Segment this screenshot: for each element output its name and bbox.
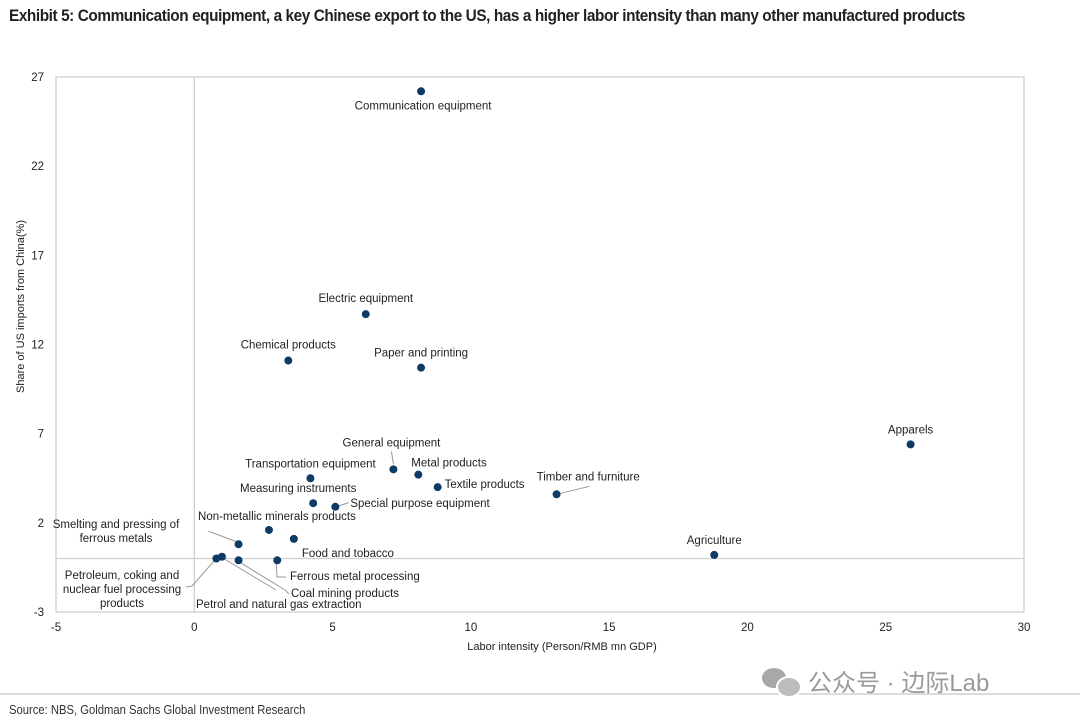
data-point-label: Coal mining products: [291, 588, 399, 600]
data-point: [289, 534, 298, 543]
data-point: [309, 499, 318, 508]
source-note: Source: NBS, Goldman Sachs Global Invest…: [9, 703, 306, 717]
wechat-icon: [762, 666, 802, 698]
data-point: [417, 87, 426, 96]
data-point: [414, 470, 423, 479]
label-leader-line: [185, 559, 216, 588]
data-point-label: Timber and furniture: [537, 471, 640, 483]
label-leader-line: [208, 530, 236, 542]
data-point-label: Non-metallic minerals products: [198, 511, 356, 523]
x-tick-label: 0: [191, 622, 197, 634]
data-point-label: Chemical products: [241, 340, 336, 352]
footer-divider: [0, 693, 1080, 695]
data-point-label: Smelting and pressing of ferrous metals: [53, 519, 180, 545]
y-tick-label: 27: [31, 72, 44, 84]
data-point-label: Paper and printing: [374, 348, 468, 360]
plot-frame: [55, 76, 1025, 613]
y-axis-label: Share of US imports from China(%): [15, 220, 27, 393]
chart-title: Exhibit 5: Communication equipment, a ke…: [9, 7, 966, 25]
data-point-label: Petroleum, coking and nuclear fuel proces…: [63, 570, 181, 610]
label-leader-line: [235, 559, 290, 595]
watermark-text: 公众号 · 边际Lab: [808, 670, 990, 697]
y-tick-label: -3: [34, 607, 44, 619]
label-leader-line: [339, 502, 349, 507]
data-point: [906, 440, 915, 449]
data-point-label: General equipment: [343, 437, 442, 449]
y-tick-label: 12: [31, 340, 44, 352]
data-point-label: Communication equipment: [355, 100, 493, 112]
y-tick-label: 22: [31, 161, 44, 173]
x-tick-label: 20: [741, 622, 754, 634]
data-point: [361, 310, 370, 319]
data-point: [264, 525, 273, 534]
data-point: [234, 540, 243, 549]
x-tick-label: 5: [329, 622, 335, 634]
x-tick-label: -5: [51, 622, 61, 634]
x-tick-label: 10: [464, 622, 477, 634]
x-tick-label: 15: [603, 622, 616, 634]
data-point: [306, 474, 315, 483]
x-tick-label: 30: [1018, 622, 1031, 634]
data-point: [284, 356, 293, 365]
data-point-label: Textile products: [445, 479, 525, 491]
y-tick-label: 2: [38, 518, 44, 530]
data-point-label: Agriculture: [687, 535, 742, 547]
data-point: [552, 490, 561, 499]
data-point-label: Measuring instruments: [240, 483, 357, 495]
data-point: [710, 550, 719, 559]
x-tick-label: 25: [879, 622, 892, 634]
data-point: [389, 465, 398, 474]
y-tick-label: 17: [31, 250, 44, 262]
data-point-label: Special purpose equipment: [350, 498, 490, 510]
label-leader-line: [275, 559, 286, 578]
data-point: [433, 483, 442, 492]
watermark: 公众号 · 边际Lab: [762, 663, 989, 698]
data-point-label: Ferrous metal processing: [290, 571, 420, 583]
data-point-label: Food and tobacco: [302, 548, 394, 560]
x-axis-label: Labor intensity (Person/RMB mn GDP): [467, 641, 657, 653]
label-leader-line: [560, 485, 590, 494]
label-leader-line: [390, 451, 394, 465]
data-point: [273, 556, 282, 565]
data-point-label: Metal products: [411, 458, 487, 470]
data-point-label: Apparels: [888, 424, 934, 436]
data-point-label: Electric equipment: [318, 293, 413, 305]
data-point: [417, 363, 426, 372]
data-point-label: Petrol and natural gas extraction: [196, 599, 362, 611]
label-leader-line: [220, 556, 277, 591]
y-tick-label: 7: [38, 429, 44, 441]
data-point: [217, 552, 226, 561]
data-point-label: Transportation equipment: [245, 458, 376, 470]
data-point: [331, 502, 340, 511]
data-point: [234, 556, 243, 565]
